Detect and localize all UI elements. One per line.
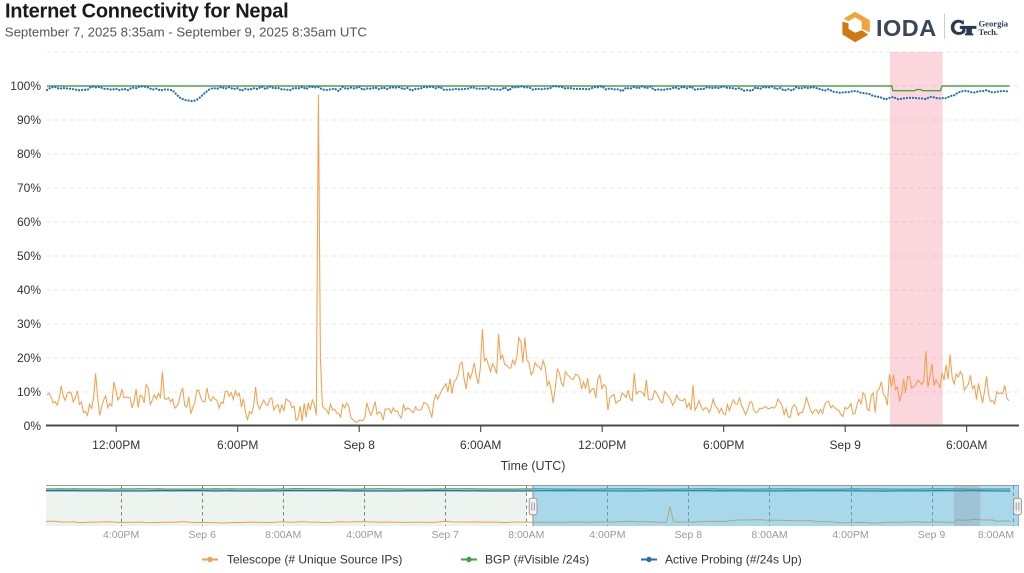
svg-text:6:00AM: 6:00AM (460, 438, 501, 452)
svg-text:70%: 70% (17, 181, 41, 195)
svg-text:80%: 80% (17, 147, 41, 161)
svg-text:Time (UTC): Time (UTC) (501, 459, 566, 473)
svg-text:90%: 90% (17, 113, 41, 127)
svg-text:September 7, 2025 8:35am - Sep: September 7, 2025 8:35am - September 9, … (5, 24, 368, 39)
svg-text:30%: 30% (17, 317, 41, 331)
svg-text:20%: 20% (17, 351, 41, 365)
svg-text:8:00AM: 8:00AM (265, 529, 301, 541)
svg-text:BGP (#Visible /24s): BGP (#Visible /24s) (485, 553, 589, 567)
svg-text:12:00PM: 12:00PM (92, 438, 140, 452)
svg-text:Sep 9: Sep 9 (918, 529, 946, 541)
svg-text:6:00PM: 6:00PM (703, 438, 744, 452)
svg-text:50%: 50% (17, 249, 41, 263)
svg-text:6:00PM: 6:00PM (217, 438, 258, 452)
svg-text:Georgia: Georgia (979, 19, 1009, 29)
svg-text:Telescope (# Unique Source IPs: Telescope (# Unique Source IPs) (227, 553, 402, 567)
svg-text:Sep 8: Sep 8 (675, 529, 703, 541)
svg-text:Sep 6: Sep 6 (188, 529, 216, 541)
svg-text:10%: 10% (17, 385, 41, 399)
svg-text:Internet Connectivity for Nepa: Internet Connectivity for Nepal (5, 1, 288, 23)
svg-text:IODA: IODA (876, 15, 937, 41)
svg-text:8:00AM: 8:00AM (978, 529, 1014, 541)
svg-text:60%: 60% (17, 215, 41, 229)
svg-text:6:00AM: 6:00AM (946, 438, 987, 452)
svg-text:12:00PM: 12:00PM (578, 438, 626, 452)
svg-text:4:00PM: 4:00PM (832, 529, 868, 541)
svg-text:40%: 40% (17, 283, 41, 297)
svg-text:4:00PM: 4:00PM (589, 529, 625, 541)
svg-text:4:00PM: 4:00PM (103, 529, 139, 541)
svg-text:Tech.: Tech. (979, 27, 999, 37)
svg-text:0%: 0% (24, 419, 42, 433)
svg-text:100%: 100% (10, 79, 41, 93)
svg-text:4:00PM: 4:00PM (346, 529, 382, 541)
svg-text:Active Probing (#/24s Up): Active Probing (#/24s Up) (665, 553, 802, 567)
svg-text:Sep 8: Sep 8 (344, 438, 376, 452)
svg-text:Sep 9: Sep 9 (830, 438, 862, 452)
svg-text:8:00AM: 8:00AM (751, 529, 787, 541)
svg-text:Sep 7: Sep 7 (432, 529, 460, 541)
svg-text:8:00AM: 8:00AM (508, 529, 544, 541)
